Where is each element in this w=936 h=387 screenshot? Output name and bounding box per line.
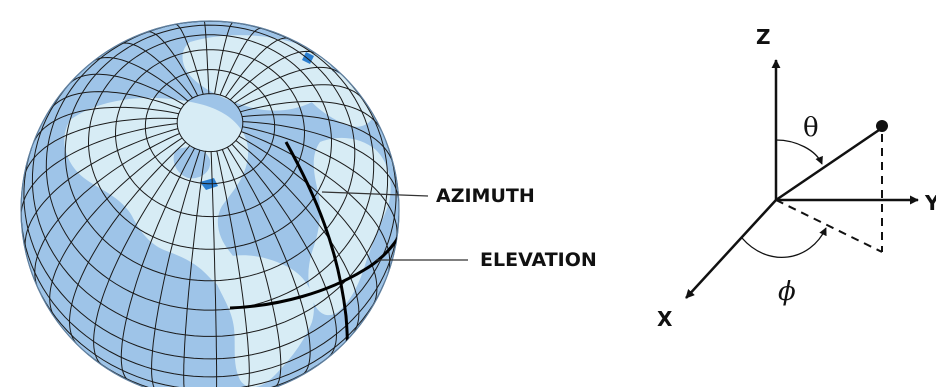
x-axis-label: X	[657, 307, 673, 331]
theta-symbol: θ	[803, 113, 819, 143]
grid-line	[238, 135, 378, 308]
grid-line	[32, 106, 179, 145]
elevation-label: ELEVATION	[480, 249, 597, 271]
elevation-line	[229, 237, 399, 310]
grid-line	[151, 150, 201, 387]
grid-line	[49, 137, 183, 318]
theta-arc	[775, 139, 823, 165]
grid-line	[224, 37, 290, 98]
point-marker	[876, 120, 888, 132]
grid-line	[240, 101, 382, 131]
grid-line	[242, 114, 394, 164]
azimuth-label: AZIMUTH	[436, 185, 535, 207]
grid-line	[226, 146, 311, 376]
grid-line	[49, 91, 182, 111]
phi-arc	[741, 227, 827, 258]
phi-symbol: ϕ	[778, 277, 796, 307]
grid-line	[69, 73, 185, 106]
grid-line	[229, 50, 317, 101]
grid-line	[216, 150, 250, 387]
grid-line	[92, 56, 189, 102]
grid-line	[68, 141, 186, 344]
projection-ground	[775, 199, 883, 253]
grid-line	[21, 123, 178, 216]
globe: AZIMUTH ELEVATION	[20, 20, 597, 387]
grid-line	[120, 147, 196, 382]
grid-line	[234, 66, 343, 104]
grid-line	[237, 84, 365, 108]
grid-line	[210, 151, 218, 387]
grid-line	[147, 31, 199, 97]
grid-line	[21, 212, 399, 378]
grid-line	[23, 117, 178, 178]
grid-line	[183, 151, 206, 387]
grid-line	[242, 121, 399, 202]
azimuth-leader	[321, 191, 429, 197]
globe-grid	[21, 21, 399, 387]
grid-line	[231, 143, 338, 358]
grid-line	[235, 140, 360, 336]
radius-vector	[775, 126, 883, 202]
grid-line	[31, 72, 389, 337]
grid-line	[214, 21, 234, 94]
y-axis-label: Y	[924, 191, 936, 215]
grid-line	[34, 133, 180, 288]
grid-line	[23, 140, 397, 360]
grid-line	[175, 23, 204, 95]
grid-line	[242, 126, 398, 240]
grid-line	[93, 145, 191, 366]
grid-line	[119, 42, 193, 99]
grid-line	[219, 27, 262, 96]
grid-line	[24, 128, 179, 254]
coordinate-axes: Z Y X θ ϕ	[657, 25, 936, 331]
z-axis-label: Z	[756, 25, 771, 49]
grid-line	[203, 21, 210, 94]
grid-line	[221, 149, 282, 387]
x-axis	[685, 199, 777, 299]
